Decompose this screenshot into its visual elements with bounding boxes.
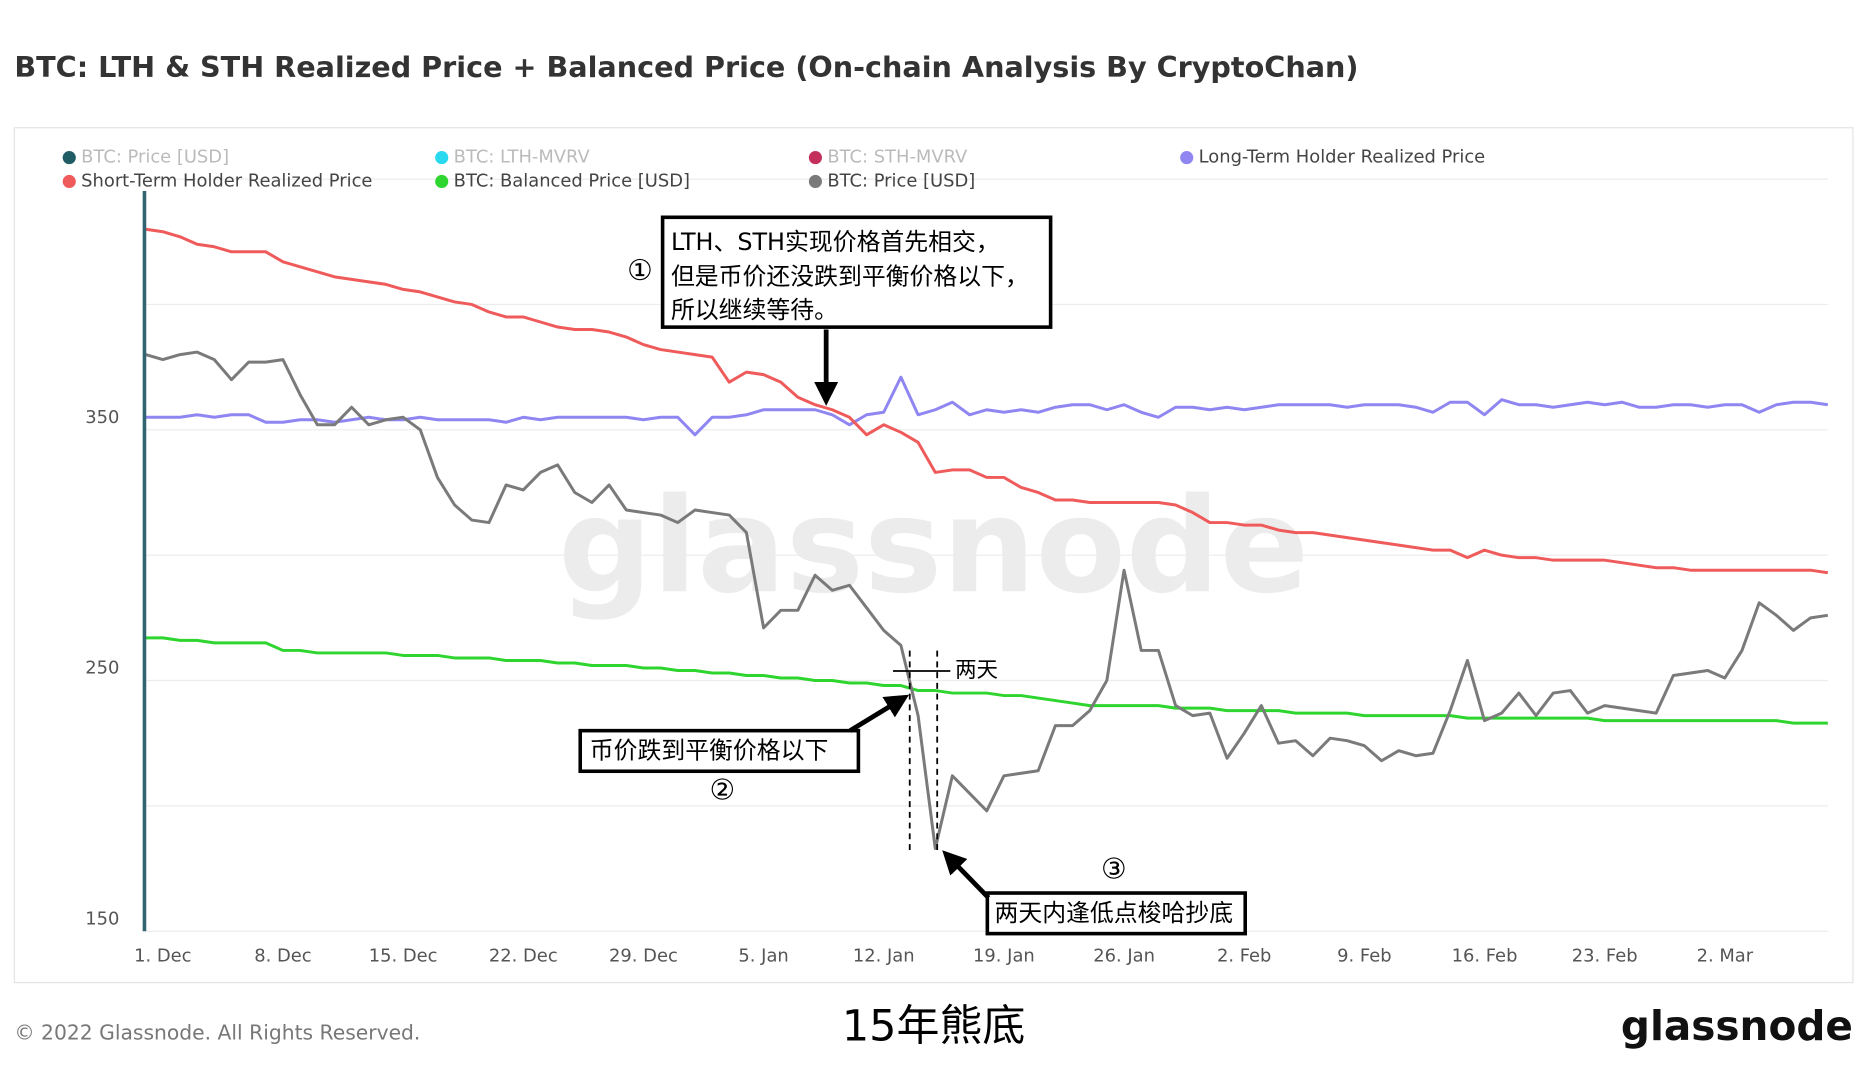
- legend-marker: [62, 174, 76, 189]
- legend-label: BTC: LTH-MVRV: [454, 147, 591, 168]
- plot-area: 150 250 350 1. Dec 8. Dec 15. Dec 22. Dec 29. D…: [85, 178, 1829, 966]
- y-tick-label: 150: [85, 908, 119, 929]
- logo: glassnode: [1621, 1002, 1853, 1050]
- x-tick-label: 16. Feb: [1452, 945, 1518, 966]
- chart-frame: [13, 127, 1854, 984]
- copyright: © 2022 Glassnode. All Rights Reserved.: [14, 1020, 420, 1044]
- legend-label: Long-Term Holder Realized Price: [1199, 147, 1486, 168]
- x-tick-label: 29. Dec: [609, 945, 678, 966]
- x-tick-label: 15. Dec: [369, 945, 438, 966]
- legend-label: BTC: Balanced Price [USD]: [454, 170, 690, 191]
- annotation-number: ②: [709, 773, 735, 807]
- y-tick-label: 350: [85, 407, 119, 428]
- x-tick-label: 5. Jan: [738, 945, 788, 966]
- x-tick-label: 26. Jan: [1093, 945, 1155, 966]
- legend-marker: [808, 174, 822, 189]
- chart-title: BTC: LTH & STH Realized Price + Balanced…: [14, 50, 1358, 84]
- annotation-box: [985, 891, 1248, 936]
- annotation-text: 但是币价还没跌到平衡价格以下，: [671, 263, 1029, 291]
- annotation-text: LTH、STH实现价格首先相交，: [671, 228, 1000, 256]
- legend-label: BTC: Price [USD]: [81, 147, 229, 168]
- annotation-arrow: [848, 694, 910, 733]
- series-line: [145, 636, 1828, 725]
- x-tick-label: 8. Dec: [254, 945, 311, 966]
- annotation-text: 币价跌到平衡价格以下: [590, 737, 829, 765]
- x-tick-label: 1. Dec: [134, 945, 191, 966]
- y-tick-label: 250: [85, 658, 119, 679]
- caption: 15年熊底: [842, 1002, 1026, 1052]
- x-tick-label: 22. Dec: [489, 945, 558, 966]
- annotation-number: ①: [627, 253, 653, 287]
- x-tick-label: 23. Feb: [1572, 945, 1638, 966]
- x-tick-label: 19. Jan: [973, 945, 1035, 966]
- x-tick-label: 2. Feb: [1217, 945, 1271, 966]
- annotation-text: 两天内逢低点梭哈抄底: [995, 899, 1234, 927]
- annotation-arrow: [942, 850, 991, 900]
- annotation-box: [578, 728, 861, 774]
- legend-marker: [435, 151, 449, 165]
- legend-label: Short-Term Holder Realized Price: [81, 170, 372, 191]
- legend-marker: [808, 151, 822, 165]
- legend-label: BTC: Price [USD]: [827, 170, 975, 191]
- legend-label: BTC: STH-MVRV: [827, 147, 968, 168]
- legend-marker: [1180, 151, 1194, 165]
- series-line: [145, 350, 1829, 850]
- x-tick-label: 2. Mar: [1697, 945, 1754, 966]
- series-line: [145, 375, 1829, 437]
- x-tick-label: 12. Jan: [853, 945, 915, 966]
- annotations: LTH、STH实现价格首先相交， 但是币价还没跌到平衡价格以下， 所以继续等待。…: [578, 215, 1248, 936]
- watermark: glassnode: [558, 469, 1309, 622]
- gap-label: 两天: [955, 658, 998, 683]
- legend-marker: [62, 151, 76, 165]
- annotation-box: [660, 215, 1053, 329]
- annotation-text: 所以继续等待。: [671, 296, 838, 324]
- annotation-number: ③: [1101, 851, 1127, 885]
- x-tick-label: 9. Feb: [1337, 945, 1391, 966]
- series-line: [145, 227, 1829, 575]
- legend-marker: [435, 174, 449, 189]
